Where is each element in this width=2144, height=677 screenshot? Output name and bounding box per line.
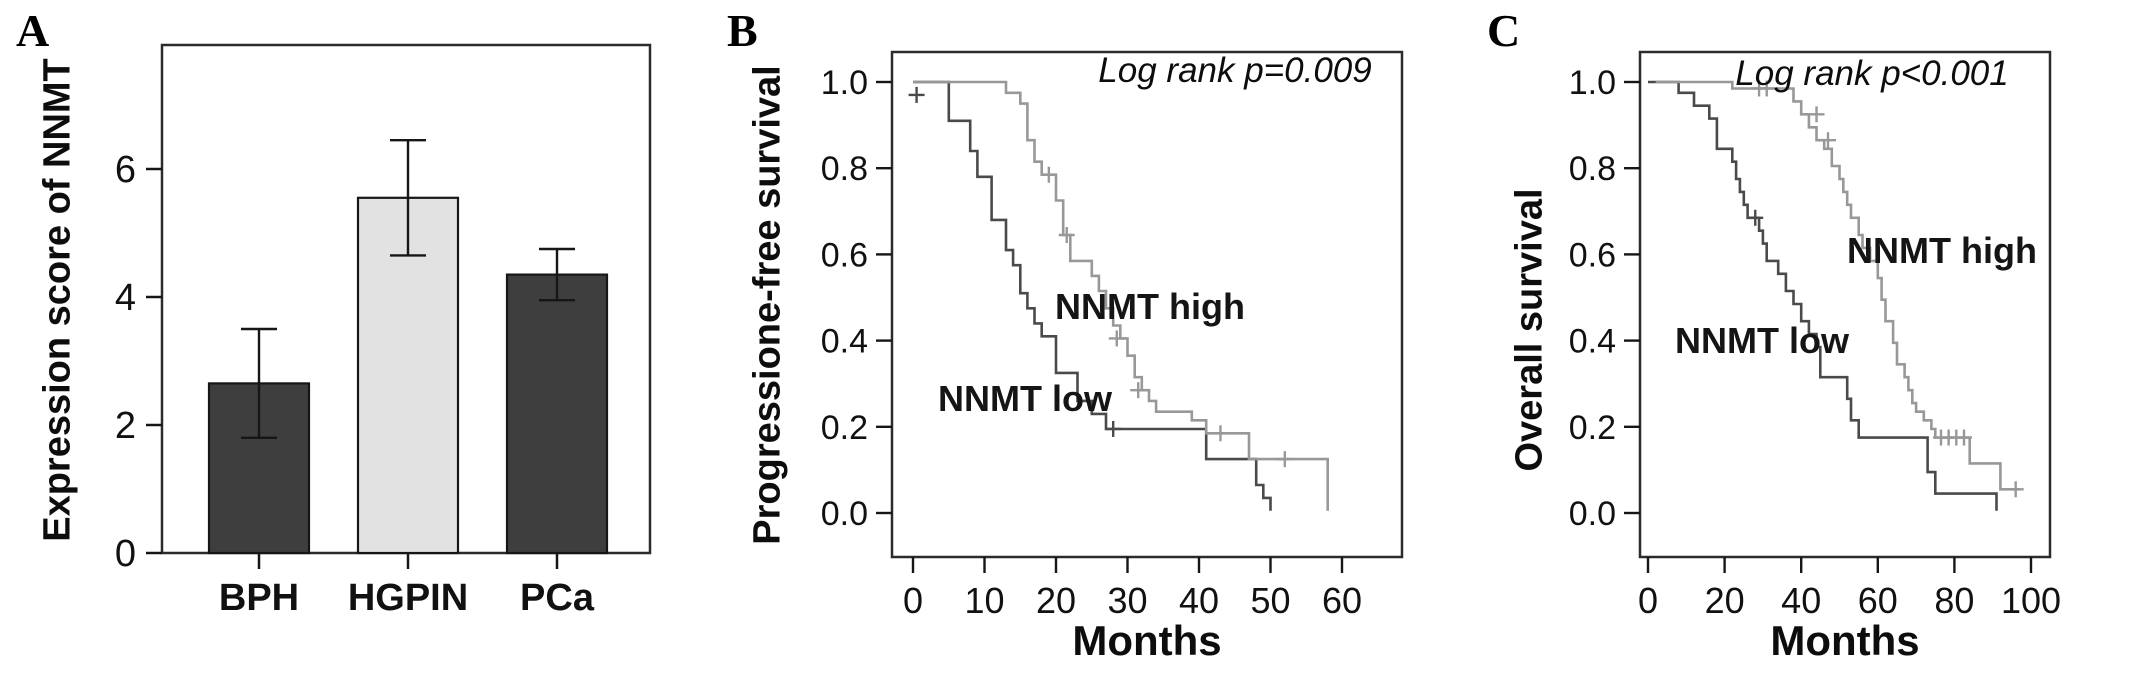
x-tick-label: 0 [903,580,923,621]
bar-HGPIN [356,196,460,555]
panel-a-category-label: HGPIN [348,577,468,619]
x-tick-label: 60 [1322,580,1362,621]
panel-c-curve-label-nnmt-low: NNMT low [1675,320,1849,361]
panel-letter-a: A [16,5,50,56]
panel-a-y-tick-label: 0 [115,533,136,575]
panel-b-logrank-annotation: Log rank p=0.009 [1098,51,1372,90]
km-curve-nnmt-low [913,80,1272,511]
x-tick-label: 20 [1036,580,1076,621]
y-tick-label: 0.4 [821,323,868,361]
y-tick-label: 0.8 [1569,150,1616,188]
panel-letter-c: C [1487,5,1521,56]
panel-a-y-tick-label: 2 [115,405,136,447]
x-tick-label: 40 [1781,580,1821,621]
bar-PCa [505,273,609,555]
panel-a-bar-chart: 0 2 4 6 BPH HGPIN PCa [115,43,652,619]
panel-a-y-tick-label: 6 [115,149,136,191]
x-tick-label: 40 [1179,580,1219,621]
panel-c-curve-label-nnmt-high: NNMT high [1847,230,2037,271]
panel-c-y-axis-label: Overall survival [1508,188,1551,472]
panel-a-y-axis-label: Expression score of NNMT [36,58,79,542]
panel-b-x-axis-label: Months [1072,617,1222,664]
x-tick-label: 10 [964,580,1004,621]
panel-b-km-chart: 0.0 0.2 0.4 0.6 0.8 1.0 0 10 20 30 40 50 60 [821,50,1404,621]
panel-a-category-label: PCa [520,577,595,619]
x-tick-label: 80 [1934,580,1974,621]
y-tick-label: 0.2 [1569,409,1616,447]
y-tick-label: 0.0 [821,495,868,533]
panel-a-y-tick-label: 4 [115,277,136,319]
panel-letter-b: B [727,5,758,56]
y-tick-label: 0.6 [1569,236,1616,274]
y-tick-label: 0.0 [1569,495,1616,533]
km-curve-nnmt-high [913,80,1329,511]
y-tick-label: 0.6 [821,236,868,274]
x-tick-label: 20 [1705,580,1745,621]
panel-a-category-label: BPH [219,577,299,619]
y-tick-label: 1.0 [821,64,868,102]
y-tick-label: 1.0 [1569,64,1616,102]
panel-c-x-axis-label: Months [1770,617,1920,664]
y-tick-label: 0.2 [821,409,868,447]
panel-b-curve-label-nnmt-low: NNMT low [938,378,1112,419]
panel-c-km-chart: 0.0 0.2 0.4 0.6 0.8 1.0 0 20 40 60 80 100 [1569,50,2061,621]
x-tick-label: 50 [1250,580,1290,621]
y-tick-label: 0.8 [821,150,868,188]
km-curve-nnmt-low [1648,80,1998,511]
panel-c-logrank-annotation: Log rank p<0.001 [1735,54,2009,93]
x-tick-label: 60 [1858,580,1898,621]
x-tick-label: 30 [1107,580,1147,621]
panel-b-y-axis-label: Progressione-free survival [746,65,789,545]
panel-b-curve-label-nnmt-high: NNMT high [1055,286,1245,327]
y-tick-label: 0.4 [1569,323,1616,361]
x-tick-label: 100 [2001,580,2061,621]
x-tick-label: 0 [1638,580,1658,621]
km-curve-nnmt-high [1655,80,2020,491]
